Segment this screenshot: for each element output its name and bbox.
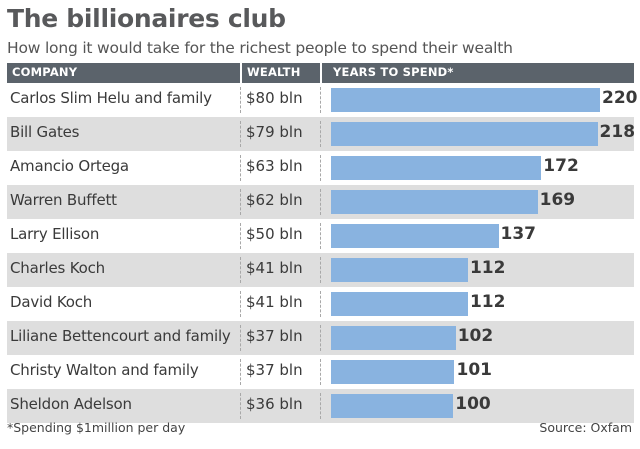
data-label: 137 (500, 224, 537, 244)
data-label: 112 (469, 292, 506, 312)
wealth-label: $41 bln (246, 293, 303, 311)
wealth-label: $79 bln (246, 123, 303, 141)
category-label: Bill Gates (10, 123, 80, 141)
data-label: 101 (456, 360, 492, 380)
category-label: Christy Walton and family (10, 361, 199, 379)
column-divider (320, 87, 321, 113)
table-row: Charles Koch $41 bln 112 (7, 253, 634, 287)
table-row: Larry Ellison $50 bln 137 (7, 219, 634, 253)
bar (331, 292, 468, 316)
chart-title: The billionaires club (7, 4, 286, 33)
bar (331, 258, 468, 282)
column-divider (320, 393, 321, 419)
data-label: 220 (602, 88, 638, 108)
header-divider (320, 63, 322, 83)
bar (331, 156, 542, 180)
column-divider (240, 87, 241, 113)
column-divider (320, 325, 321, 351)
column-divider (320, 189, 321, 215)
column-header-company: COMPANY (12, 65, 78, 79)
column-divider (240, 189, 241, 215)
column-divider (240, 257, 241, 283)
header-divider (240, 63, 242, 83)
bar (331, 326, 456, 350)
column-header-years: YEARS TO SPEND* (333, 65, 454, 79)
bar (331, 360, 455, 384)
table-row: Amancio Ortega $63 bln 172 (7, 151, 634, 185)
data-label: 172 (543, 156, 579, 176)
category-label: Amancio Ortega (10, 157, 129, 175)
footnote: *Spending $1million per day (7, 420, 186, 435)
column-divider (240, 291, 241, 317)
bar (331, 224, 499, 248)
table-row: David Koch $41 bln 112 (7, 287, 634, 321)
column-divider (240, 121, 241, 147)
column-divider (320, 359, 321, 385)
category-label: Carlos Slim Helu and family (10, 89, 212, 107)
data-label: 100 (455, 394, 491, 414)
category-label: Warren Buffett (10, 191, 117, 209)
data-label: 169 (539, 190, 576, 210)
data-table: Carlos Slim Helu and family $80 bln 220 Bil… (7, 83, 638, 423)
wealth-label: $62 bln (246, 191, 303, 209)
category-label: Larry Ellison (10, 225, 100, 243)
column-divider (240, 155, 241, 181)
wealth-label: $80 bln (246, 89, 303, 107)
column-divider (240, 223, 241, 249)
column-divider (240, 325, 241, 351)
column-divider (320, 121, 321, 147)
data-label: 112 (469, 258, 506, 278)
table-row: Christy Walton and family $37 bln 101 (7, 355, 634, 389)
column-divider (240, 393, 241, 419)
table-header: COMPANY WEALTH YEARS TO SPEND* (7, 63, 634, 83)
bar (331, 190, 538, 214)
wealth-label: $36 bln (246, 395, 303, 413)
category-label: David Koch (10, 293, 93, 311)
wealth-label: $37 bln (246, 361, 303, 379)
chart-subtitle: How long it would take for the richest p… (7, 39, 513, 57)
table-row: Sheldon Adelson $36 bln 100 (7, 389, 634, 423)
category-label: Charles Koch (10, 259, 105, 277)
table-row: Carlos Slim Helu and family $80 bln 220 (7, 83, 638, 117)
category-label: Sheldon Adelson (10, 395, 132, 413)
column-divider (320, 291, 321, 317)
source-note: Source: Oxfam (539, 420, 632, 435)
wealth-label: $50 bln (246, 225, 303, 243)
table-row: Liliane Bettencourt and family $37 bln 102 (7, 321, 634, 355)
column-divider (320, 257, 321, 283)
wealth-label: $63 bln (246, 157, 303, 175)
bar (331, 88, 600, 112)
data-label: 102 (457, 326, 494, 346)
bar (331, 122, 598, 146)
wealth-label: $37 bln (246, 327, 303, 345)
column-header-wealth: WEALTH (247, 65, 301, 79)
column-divider (320, 223, 321, 249)
column-divider (240, 359, 241, 385)
bar (331, 394, 454, 418)
column-divider (320, 155, 321, 181)
wealth-label: $41 bln (246, 259, 303, 277)
data-label: 218 (599, 122, 636, 142)
table-row: Bill Gates $79 bln 218 (7, 117, 636, 151)
category-label: Liliane Bettencourt and family (10, 327, 231, 345)
table-row: Warren Buffett $62 bln 169 (7, 185, 634, 219)
